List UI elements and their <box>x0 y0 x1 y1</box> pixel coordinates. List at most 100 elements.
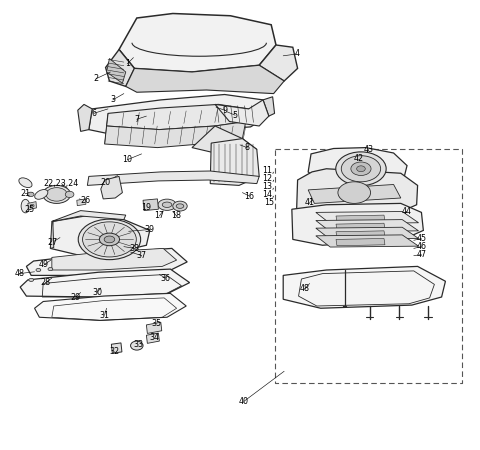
Polygon shape <box>107 104 249 130</box>
Ellipse shape <box>43 185 71 203</box>
Text: 13,: 13, <box>263 182 275 191</box>
Polygon shape <box>107 58 126 83</box>
Text: 42: 42 <box>354 154 364 163</box>
Text: 47: 47 <box>416 250 427 259</box>
Text: 6: 6 <box>91 109 96 118</box>
Polygon shape <box>26 248 187 275</box>
Ellipse shape <box>162 202 172 207</box>
Polygon shape <box>308 148 407 190</box>
Ellipse shape <box>158 199 176 210</box>
Ellipse shape <box>173 201 187 211</box>
Ellipse shape <box>65 191 74 198</box>
Polygon shape <box>215 100 269 126</box>
Text: 39: 39 <box>144 225 155 234</box>
Text: 36: 36 <box>161 274 170 283</box>
Polygon shape <box>52 248 177 270</box>
Text: 1: 1 <box>125 59 130 68</box>
Text: 37: 37 <box>136 251 147 260</box>
Text: 17: 17 <box>154 212 165 220</box>
Polygon shape <box>259 45 298 81</box>
Polygon shape <box>78 104 92 131</box>
Polygon shape <box>308 184 401 203</box>
Polygon shape <box>105 122 246 148</box>
Text: 25: 25 <box>24 205 35 214</box>
Polygon shape <box>283 266 445 308</box>
Ellipse shape <box>341 156 381 182</box>
Polygon shape <box>336 238 385 246</box>
Polygon shape <box>316 227 419 239</box>
Text: 48: 48 <box>14 269 24 278</box>
Text: 4: 4 <box>294 50 299 58</box>
Text: 32: 32 <box>109 347 120 356</box>
Ellipse shape <box>104 236 115 243</box>
Text: 15: 15 <box>264 198 274 207</box>
Polygon shape <box>146 322 162 333</box>
Text: 28: 28 <box>40 278 51 287</box>
Text: 31: 31 <box>100 310 109 320</box>
Text: 27: 27 <box>48 238 58 247</box>
Ellipse shape <box>36 268 41 271</box>
Ellipse shape <box>19 178 32 188</box>
Polygon shape <box>35 293 186 320</box>
Text: 45: 45 <box>416 234 427 243</box>
Text: 3: 3 <box>110 95 115 104</box>
Polygon shape <box>50 215 150 256</box>
Text: 18: 18 <box>172 212 181 220</box>
Polygon shape <box>146 333 159 343</box>
Polygon shape <box>316 220 419 232</box>
Text: 40: 40 <box>239 397 249 406</box>
Polygon shape <box>143 199 158 211</box>
Text: 20: 20 <box>100 178 111 187</box>
Text: 29: 29 <box>71 292 81 302</box>
Text: 5: 5 <box>233 111 238 120</box>
Ellipse shape <box>46 188 67 201</box>
Text: 49: 49 <box>39 260 49 269</box>
Polygon shape <box>101 176 122 199</box>
Text: 22,23,24: 22,23,24 <box>44 179 79 188</box>
Ellipse shape <box>29 278 34 282</box>
Text: 9: 9 <box>222 106 227 115</box>
Text: 10: 10 <box>122 155 132 164</box>
Ellipse shape <box>99 233 120 246</box>
Ellipse shape <box>27 192 34 197</box>
Text: 12,: 12, <box>263 174 275 183</box>
Ellipse shape <box>338 182 371 203</box>
Ellipse shape <box>35 189 48 199</box>
Text: 2: 2 <box>94 74 98 83</box>
Polygon shape <box>126 65 284 94</box>
Polygon shape <box>52 211 126 221</box>
Polygon shape <box>316 235 419 247</box>
Text: 19: 19 <box>141 203 152 212</box>
Polygon shape <box>77 199 86 206</box>
Polygon shape <box>50 221 54 248</box>
Ellipse shape <box>176 204 184 208</box>
Text: 8: 8 <box>245 143 250 152</box>
Polygon shape <box>292 203 423 245</box>
Polygon shape <box>297 169 418 216</box>
Polygon shape <box>336 223 385 230</box>
Polygon shape <box>336 231 385 238</box>
Polygon shape <box>106 50 134 86</box>
Ellipse shape <box>30 204 34 207</box>
Polygon shape <box>210 139 259 185</box>
Text: 14,: 14, <box>263 190 275 199</box>
Ellipse shape <box>336 152 386 185</box>
Text: 21: 21 <box>20 189 30 198</box>
Ellipse shape <box>131 341 143 350</box>
Polygon shape <box>192 126 257 158</box>
Text: 33: 33 <box>133 340 143 349</box>
Text: 38: 38 <box>130 244 139 253</box>
Polygon shape <box>119 14 276 72</box>
Text: 35: 35 <box>151 319 161 328</box>
Text: 11,: 11, <box>263 166 275 175</box>
Ellipse shape <box>78 219 141 260</box>
Polygon shape <box>316 212 419 224</box>
Text: 46: 46 <box>417 242 426 251</box>
Text: 34: 34 <box>150 333 159 342</box>
Text: 43: 43 <box>364 145 373 154</box>
Text: 44: 44 <box>402 207 412 216</box>
Ellipse shape <box>21 199 30 213</box>
Text: 26: 26 <box>80 196 91 205</box>
Text: 41: 41 <box>305 198 314 207</box>
Polygon shape <box>263 97 275 116</box>
